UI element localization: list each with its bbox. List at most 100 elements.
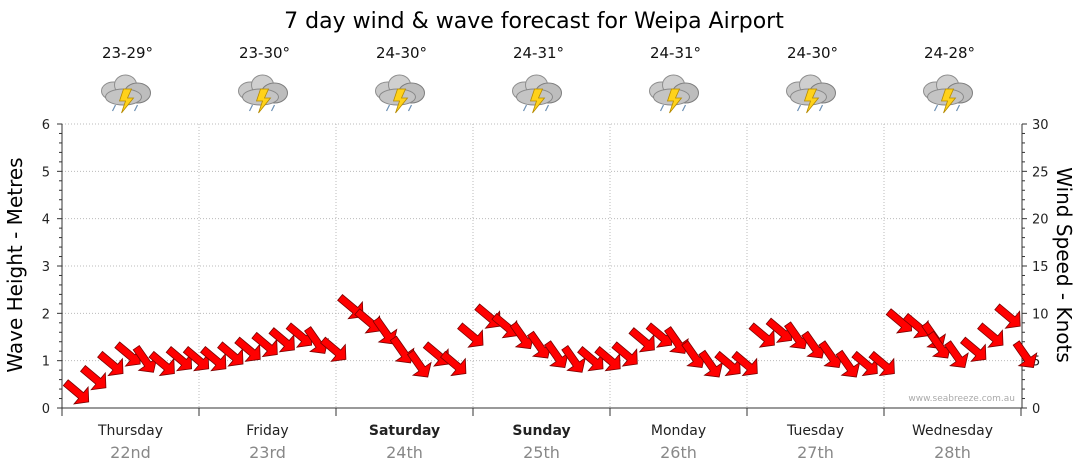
day-column: 24-31° Monday 26th [649,44,706,462]
wind-arrow [959,336,987,362]
rain-drop [133,104,139,112]
wind-arrow [97,350,124,377]
rain-drop [522,104,528,112]
lightning-bolt [118,88,135,114]
day-date: 22nd [110,443,151,462]
right-axis-ticks: 0 5 10 15 20 25 30 [1022,118,1049,417]
lightning-bolt [666,88,683,114]
credit-text: www.seabreeze.com.au [908,394,1015,404]
day-name: Thursday [97,423,163,439]
thunderstorm-icon [923,74,973,114]
thunderstorm-icon [786,74,836,114]
wind-arrow [561,345,586,373]
wind-arrow [474,303,501,329]
thunderstorm-icon [512,74,562,114]
rain-drop [544,104,550,112]
day-temperature: 24-31° [650,44,701,62]
wind-arrow [714,350,741,377]
left-tick-label: 1 [42,355,50,370]
wind-arrow [439,350,467,377]
wind-arrow [628,327,655,353]
right-tick-label: 25 [1032,165,1049,180]
left-axis-label: Wave Height - Metres [3,157,27,372]
rain-drop [111,104,117,112]
day-columns: 23-29° Thursday 22nd 23-30° Friday 23rd 24-30°… [97,44,993,462]
left-tick-label: 0 [42,402,50,417]
day-date: 26th [660,443,697,462]
day-temperature: 24-30° [787,44,838,62]
day-date: 24th [386,443,423,462]
day-temperature: 24-28° [924,44,975,62]
axes [61,124,1023,416]
wind-arrow [748,322,775,348]
wind-arrow [457,322,484,348]
lightning-bolt [803,88,820,114]
wind-arrow [148,350,175,377]
thunderstorm-icon [101,74,151,114]
wind-arrow [62,379,90,405]
day-column: 24-31° Sunday 25th [512,44,571,462]
right-tick-label: 15 [1032,260,1049,275]
right-tick-label: 5 [1032,355,1040,370]
day-date: 28th [934,443,971,462]
day-column: 24-30° Tuesday 27th [786,44,844,462]
thunderstorm-icon [375,74,425,114]
wind-arrow [944,340,969,369]
gridlines [62,123,1022,408]
day-date: 23rd [249,443,286,462]
rain-drop [681,104,687,112]
wind-arrow [544,340,569,369]
day-column: 23-30° Friday 23rd [238,44,290,462]
day-date: 25th [523,443,560,462]
lightning-bolt [255,88,272,114]
thunderstorm-icon [238,74,288,114]
wind-arrow [251,331,278,358]
day-column: 23-29° Thursday 22nd [97,44,163,462]
day-name: Monday [651,423,706,439]
wind-arrow [1012,340,1038,369]
left-tick-label: 6 [42,118,50,133]
chart-title: 7 day wind & wave forecast for Weipa Air… [284,9,784,34]
day-column: 24-30° Saturday 24th [369,44,440,462]
day-name: Tuesday [786,423,844,439]
day-temperature: 24-30° [376,44,427,62]
rain-drop [933,104,939,112]
left-tick-label: 2 [42,307,50,322]
wind-arrow [994,303,1021,329]
lightning-bolt [529,88,546,114]
left-tick-label: 5 [42,165,50,180]
rain-drop [659,104,665,112]
wind-arrow [389,335,415,364]
day-temperature: 24-31° [513,44,564,62]
rain-drop [248,104,254,112]
wind-arrow [165,346,193,372]
lightning-bolt [392,88,409,114]
wind-arrows [62,294,1038,405]
rain-drop [407,104,413,112]
wind-arrow [234,336,261,362]
rain-drop [955,104,961,112]
right-axis-label: Wind Speed - Knots [1052,167,1076,363]
wind-arrow [977,322,1004,348]
thunderstorm-icon [649,74,699,114]
right-tick-label: 10 [1032,307,1049,322]
right-tick-label: 20 [1032,213,1049,228]
wind-arrow [132,345,158,373]
day-date: 27th [797,443,834,462]
left-axis-ticks: 0 1 2 3 4 5 6 [42,118,62,417]
wind-arrow [611,341,638,367]
wind-arrow [577,346,604,372]
wind-arrow [594,346,621,372]
day-name: Saturday [369,423,440,439]
wind-arrow [79,365,107,391]
wind-arrow [868,350,895,377]
wind-arrow [319,336,347,362]
rain-drop [385,104,391,112]
lightning-bolt [940,88,957,114]
rain-drop [818,104,824,112]
rain-drop [796,104,802,112]
wind-arrow [698,349,724,378]
wind-arrow [664,326,689,354]
